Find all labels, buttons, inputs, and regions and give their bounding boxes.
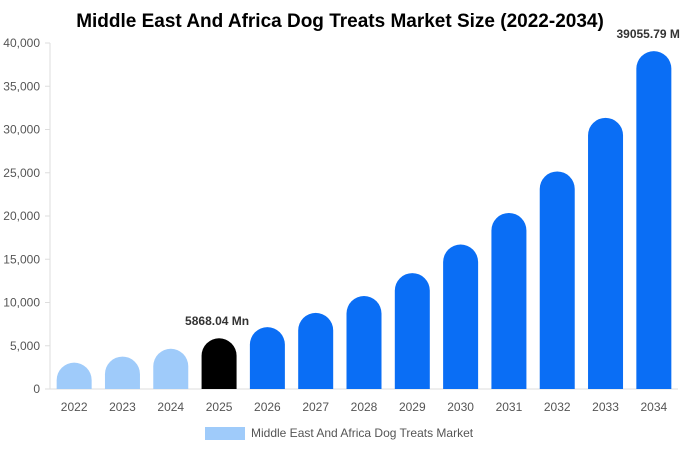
bar-2028 <box>346 296 382 389</box>
bar-2032 <box>539 171 575 389</box>
bar-2033 <box>588 117 624 389</box>
y-tick-label: 30,000 <box>3 123 40 137</box>
x-tick-label: 2026 <box>254 400 281 414</box>
y-tick-label: 40,000 <box>3 36 40 50</box>
bar-2025 <box>201 338 237 389</box>
x-tick-label: 2032 <box>544 400 571 414</box>
x-tick-label: 2028 <box>351 400 378 414</box>
y-axis: 0 5,000 10,000 15,000 20,000 25,000 30,000 35,0… <box>3 36 50 396</box>
bar-2024 <box>153 348 189 389</box>
x-tick-label: 2029 <box>399 400 426 414</box>
data-label-2034: 39055.79 Mn <box>616 27 680 41</box>
x-tick-label: 2033 <box>592 400 619 414</box>
chart-title: Middle East And Africa Dog Treats Market… <box>76 11 604 32</box>
bar-2027 <box>298 312 334 389</box>
y-tick-label: 35,000 <box>3 79 40 93</box>
x-tick-label: 2030 <box>447 400 474 414</box>
bar-2029 <box>394 273 430 389</box>
x-tick-label: 2025 <box>206 400 233 414</box>
bars <box>56 51 672 389</box>
bar-2031 <box>491 212 527 389</box>
y-tick-label: 20,000 <box>3 209 40 223</box>
y-tick-label: 10,000 <box>3 296 40 310</box>
x-tick-label: 2027 <box>302 400 329 414</box>
legend: Middle East And Africa Dog Treats Market <box>205 426 474 440</box>
legend-swatch <box>205 427 245 440</box>
y-tick-label: 0 <box>33 382 40 396</box>
x-axis: 2022 2023 2024 2025 2026 2027 2028 2029 2030 2031… <box>61 400 668 414</box>
bar-2034 <box>636 51 672 389</box>
x-tick-label: 2031 <box>496 400 523 414</box>
data-labels: 5868.04 Mn 39055.79 Mn <box>185 27 680 328</box>
bar-2022 <box>56 362 92 389</box>
y-tick-label: 25,000 <box>3 166 40 180</box>
y-tick-label: 5,000 <box>10 339 40 353</box>
x-tick-label: 2023 <box>109 400 136 414</box>
legend-label: Middle East And Africa Dog Treats Market <box>251 426 474 440</box>
x-tick-label: 2024 <box>157 400 184 414</box>
x-tick-label: 2022 <box>61 400 88 414</box>
x-tick-label: 2034 <box>640 400 667 414</box>
y-tick-label: 15,000 <box>3 252 40 266</box>
bar-2030 <box>443 244 479 389</box>
bar-2023 <box>104 356 140 389</box>
data-label-2025: 5868.04 Mn <box>185 314 249 328</box>
bar-2026 <box>249 327 285 389</box>
